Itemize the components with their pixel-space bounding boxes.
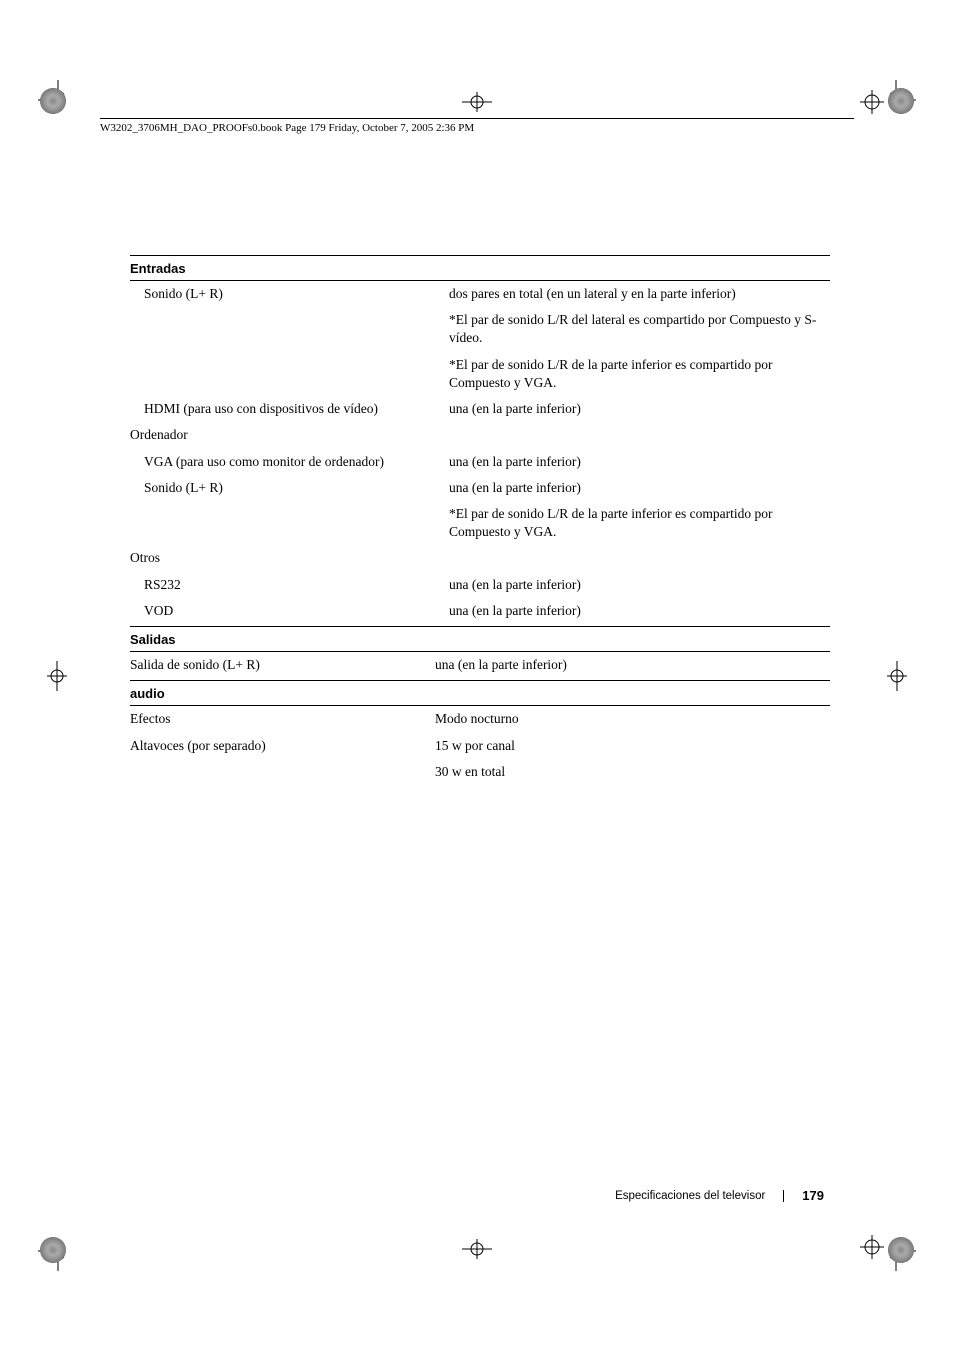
spec-row: 30 w en total: [130, 759, 830, 785]
spec-value: una (en la parte inferior): [449, 400, 830, 418]
spec-row: Sonido (L+ R) una (en la parte inferior): [130, 475, 830, 501]
header-rule: [100, 118, 854, 119]
spec-row: *El par de sonido L/R de la parte inferi…: [130, 501, 830, 545]
spec-value: una (en la parte inferior): [449, 479, 830, 497]
spec-label: Salida de sonido (L+ R): [130, 656, 435, 674]
footer-separator: [783, 1190, 784, 1202]
center-mark-icon: [887, 661, 907, 691]
footer-title: Especificaciones del televisor: [615, 1190, 765, 1202]
running-header: W3202_3706MH_DAO_PROOFs0.book Page 179 F…: [100, 122, 474, 134]
spec-row: Altavoces (por separado) 15 w por canal: [130, 733, 830, 759]
spec-row: *El par de sonido L/R del lateral es com…: [130, 307, 830, 351]
spec-label: VOD: [130, 602, 449, 620]
spec-row: VOD una (en la parte inferior): [130, 598, 830, 624]
spec-label: RS232: [130, 576, 449, 594]
rosette-icon: [40, 88, 66, 114]
center-mark-icon: [462, 92, 492, 112]
spec-row: HDMI (para uso con dispositivos de vídeo…: [130, 396, 830, 422]
registration-target-icon: [860, 90, 884, 114]
spec-value: *El par de sonido L/R del lateral es com…: [449, 311, 830, 347]
spec-row: Otros: [130, 545, 830, 571]
center-mark-icon: [462, 1239, 492, 1259]
section-header-audio: audio: [130, 680, 830, 706]
spec-value: 30 w en total: [435, 763, 830, 781]
spec-row: Efectos Modo nocturno: [130, 706, 830, 732]
spec-label: VGA (para uso como monitor de ordenador): [130, 453, 449, 471]
spec-value: *El par de sonido L/R de la parte inferi…: [449, 505, 830, 541]
spec-value: Modo nocturno: [435, 710, 830, 728]
center-mark-icon: [47, 661, 67, 691]
registration-target-icon: [860, 1235, 884, 1259]
spec-value: una (en la parte inferior): [449, 602, 830, 620]
spec-row: Salida de sonido (L+ R) una (en la parte…: [130, 652, 830, 678]
spec-row: VGA (para uso como monitor de ordenador)…: [130, 449, 830, 475]
page-footer: Especificaciones del televisor 179: [615, 1188, 824, 1203]
spec-label: Sonido (L+ R): [130, 479, 449, 497]
spec-value: dos pares en total (en un lateral y en l…: [449, 285, 830, 303]
spec-row: Sonido (L+ R) dos pares en total (en un …: [130, 281, 830, 307]
section-header-salidas: Salidas: [130, 626, 830, 652]
spec-row: *El par de sonido L/R de la parte inferi…: [130, 352, 830, 396]
spec-label: Efectos: [130, 710, 435, 728]
spec-label: HDMI (para uso con dispositivos de vídeo…: [130, 400, 449, 418]
spec-value: una (en la parte inferior): [435, 656, 830, 674]
spec-label: Otros: [130, 549, 435, 567]
spec-value: una (en la parte inferior): [449, 576, 830, 594]
spec-row: Ordenador: [130, 422, 830, 448]
spec-label: Sonido (L+ R): [130, 285, 449, 303]
page-content: Entradas Sonido (L+ R) dos pares en tota…: [130, 255, 830, 785]
spec-row: RS232 una (en la parte inferior): [130, 572, 830, 598]
rosette-icon: [888, 1237, 914, 1263]
spec-value: 15 w por canal: [435, 737, 830, 755]
section-header-entradas: Entradas: [130, 255, 830, 281]
rosette-icon: [40, 1237, 66, 1263]
spec-label: Altavoces (por separado): [130, 737, 435, 755]
footer-page-number: 179: [802, 1188, 824, 1203]
spec-value: *El par de sonido L/R de la parte inferi…: [449, 356, 830, 392]
spec-value: una (en la parte inferior): [449, 453, 830, 471]
rosette-icon: [888, 88, 914, 114]
spec-label: Ordenador: [130, 426, 435, 444]
